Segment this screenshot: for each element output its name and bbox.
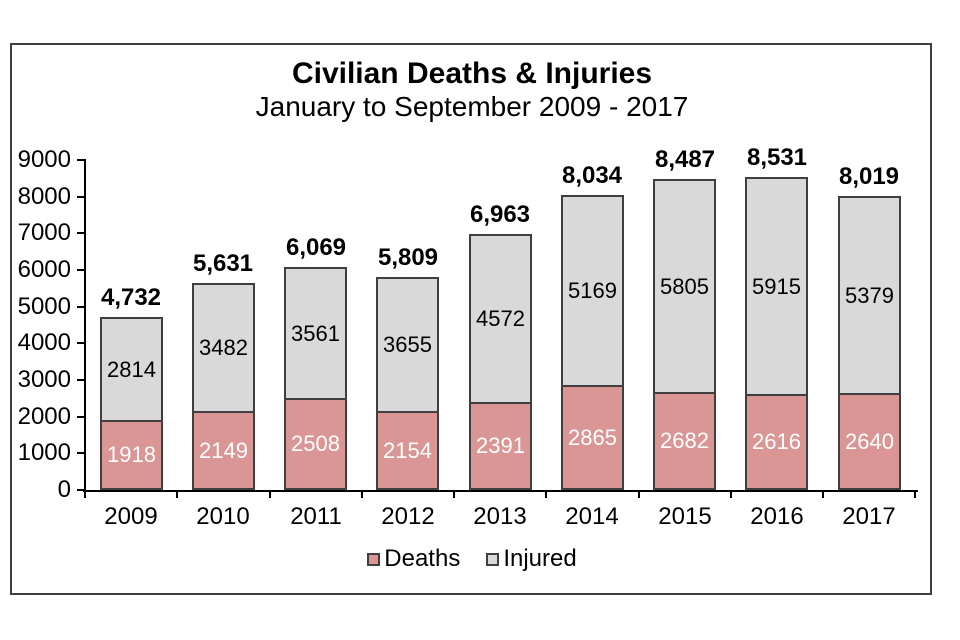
y-axis-tick	[77, 379, 84, 381]
chart-subtitle: January to September 2009 - 2017	[255, 91, 689, 122]
bar-injured-segment: 4572	[469, 234, 532, 402]
bar-deaths-segment: 2154	[376, 411, 439, 490]
x-axis-tick	[361, 492, 363, 498]
bar-deaths-segment: 2640	[838, 393, 901, 490]
legend-item-injured: Injured	[486, 545, 577, 573]
x-axis-tick	[176, 492, 178, 498]
y-axis-tick	[77, 416, 84, 418]
bar-total-label: 8,034	[561, 162, 623, 189]
x-axis-tick	[730, 492, 732, 498]
x-axis-tick	[453, 492, 455, 498]
bar-total-label: 8,019	[838, 163, 900, 190]
y-axis-tick-label: 5000	[17, 293, 71, 320]
y-axis-tick-label: 2000	[17, 403, 71, 430]
x-axis-tick	[638, 492, 640, 498]
bar-deaths-segment: 2391	[469, 402, 532, 490]
y-axis-tick	[77, 269, 84, 271]
legend-label-injured: Injured	[503, 545, 577, 572]
y-axis-tick	[77, 159, 84, 161]
x-axis-category-label: 2011	[290, 503, 342, 530]
bar-injured-segment: 2814	[100, 317, 163, 420]
y-axis-tick	[77, 306, 84, 308]
bar-total-label: 5,631	[192, 250, 254, 277]
x-axis-category-label: 2013	[473, 503, 527, 530]
y-axis-tick-label: 0	[57, 476, 71, 503]
bar-total-label: 8,531	[746, 144, 808, 171]
legend-label-deaths: Deaths	[384, 545, 461, 572]
x-axis-category-label: 2016	[750, 503, 804, 530]
x-axis-category-label: 2014	[565, 503, 619, 530]
x-axis-category-label: 2010	[196, 503, 250, 530]
bar-injured-segment: 5379	[838, 196, 901, 393]
y-axis-line	[84, 159, 86, 492]
bar-injured-segment: 5915	[745, 177, 808, 394]
x-axis-tick	[545, 492, 547, 498]
legend-item-deaths: Deaths	[367, 545, 460, 573]
x-axis-tick	[822, 492, 824, 498]
y-axis-tick-label: 6000	[17, 256, 71, 283]
y-axis-tick	[77, 342, 84, 344]
x-axis-tick	[914, 492, 916, 498]
y-axis-tick	[77, 232, 84, 234]
bar-deaths-segment: 2616	[745, 394, 808, 490]
x-axis-category-label: 2017	[842, 503, 896, 530]
y-axis-tick	[77, 196, 84, 198]
x-axis-line	[83, 490, 918, 492]
bar-total-label: 4,732	[100, 284, 162, 311]
y-axis-tick	[77, 452, 84, 454]
bar-total-label: 6,963	[469, 201, 531, 228]
bar-injured-segment: 5805	[653, 179, 716, 392]
x-axis-category-label: 2015	[658, 503, 712, 530]
legend-marker-injured-icon	[486, 552, 500, 566]
bar-injured-segment: 3561	[284, 267, 347, 398]
bar-injured-segment: 3482	[192, 283, 255, 411]
x-axis-category-label: 2012	[381, 503, 435, 530]
y-axis-tick	[77, 489, 84, 491]
bar-total-label: 6,069	[285, 234, 347, 261]
chart-title: Civilian Deaths & Injuries	[291, 57, 653, 90]
bar-injured-segment: 5169	[561, 195, 624, 385]
y-axis-tick-label: 1000	[17, 439, 71, 466]
y-axis-tick-label: 4000	[17, 329, 71, 356]
bar-deaths-segment: 2682	[653, 392, 716, 490]
bar-deaths-segment: 2865	[561, 385, 624, 490]
bar-deaths-segment: 2149	[192, 411, 255, 490]
bar-total-label: 8,487	[654, 146, 716, 173]
y-axis-tick-label: 8000	[17, 183, 71, 210]
legend: Deaths Injured	[10, 545, 934, 573]
y-axis-tick-label: 9000	[17, 146, 71, 173]
y-axis-tick-label: 3000	[17, 366, 71, 393]
bar-deaths-segment: 1918	[100, 420, 163, 490]
bar-total-label: 5,809	[377, 244, 439, 271]
y-axis-tick-label: 7000	[17, 219, 71, 246]
x-axis-tick	[269, 492, 271, 498]
x-axis-tick	[84, 492, 86, 498]
bar-injured-segment: 3655	[376, 277, 439, 411]
bar-deaths-segment: 2508	[284, 398, 347, 490]
legend-marker-deaths-icon	[367, 552, 381, 566]
x-axis-category-label: 2009	[104, 503, 158, 530]
